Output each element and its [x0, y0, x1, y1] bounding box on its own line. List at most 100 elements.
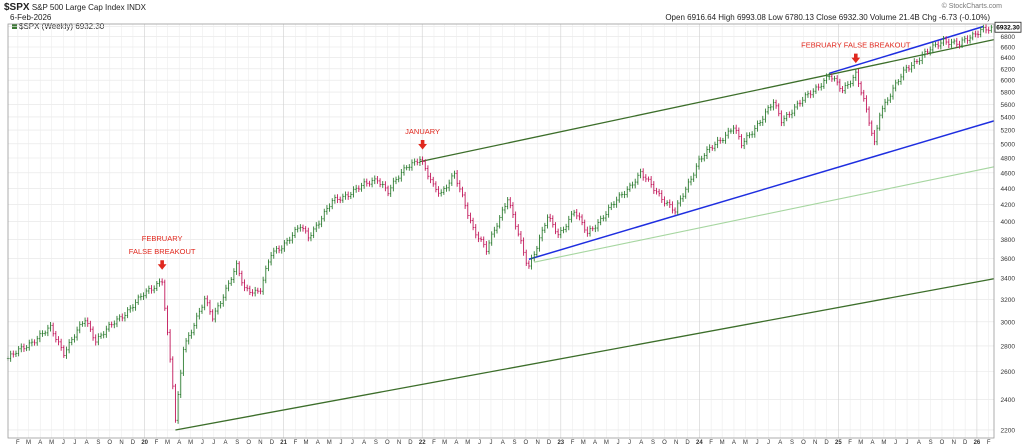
- ohlc-bar: [780, 110, 783, 127]
- ohlc-bar: [490, 231, 493, 246]
- ohlc-bar: [325, 205, 329, 215]
- y-tick-label: 4200: [1001, 202, 1016, 209]
- ohlc-bar: [711, 145, 714, 151]
- ohlc-bar: [820, 83, 823, 91]
- x-tick-label: J: [62, 440, 65, 446]
- ohlc-bar: [224, 284, 228, 301]
- ohlc-bar: [961, 37, 964, 49]
- ohlc-bar: [493, 226, 496, 238]
- ohlc-bar: [410, 159, 414, 171]
- ohlc-bar: [828, 72, 831, 80]
- trendline: [528, 120, 995, 260]
- ohlc-bar: [676, 200, 679, 216]
- ohlc-bar: [264, 265, 267, 284]
- ohlc-bar: [724, 131, 727, 144]
- y-tick-label: 6600: [1001, 44, 1016, 51]
- ohlc-bar: [852, 74, 855, 87]
- ohlc-bar: [918, 57, 921, 65]
- x-tick-label: M: [304, 440, 309, 446]
- ohlc-bar: [517, 224, 520, 237]
- ohlc-bar: [315, 222, 318, 233]
- ohlc-bar: [405, 165, 408, 171]
- x-tick-label: N: [674, 440, 678, 446]
- ohlc-bar: [976, 30, 980, 38]
- ohlc-bar: [838, 78, 841, 92]
- ohlc-bar: [881, 105, 884, 119]
- x-tick-label: M: [327, 440, 332, 446]
- ohlc-bar: [373, 175, 376, 185]
- ohlc-bar: [798, 99, 802, 107]
- ohlc-bar: [139, 293, 142, 301]
- ohlc-bar: [849, 80, 852, 88]
- x-tick-label: O: [801, 440, 806, 446]
- ohlc-bar: [384, 181, 387, 192]
- ohlc-bar: [259, 288, 262, 295]
- ohlc-bar: [703, 153, 706, 162]
- chart-header-left: $SPX S&P 500 Large Cap Index INDX: [4, 2, 146, 13]
- ohlc-bar: [89, 320, 92, 332]
- ohlc-bar: [968, 34, 972, 44]
- ohlc-bar: [402, 164, 406, 176]
- x-tick-label: 25: [835, 440, 842, 446]
- y-tick-label: 3000: [1001, 319, 1016, 326]
- x-tick-label: M: [465, 440, 470, 446]
- ohlc-bar: [533, 251, 536, 262]
- x-tick-label: M: [743, 440, 748, 446]
- x-tick-label: A: [454, 440, 458, 446]
- ohlc-bar: [875, 124, 879, 146]
- ohlc-bar: [150, 285, 153, 294]
- ohlc-bar: [179, 369, 182, 399]
- ohlc-bar: [753, 125, 756, 138]
- ohlc-bar: [955, 37, 958, 48]
- x-tick-label: A: [593, 440, 597, 446]
- ohlc-bar: [317, 220, 321, 229]
- ohlc-bar: [487, 240, 491, 255]
- ohlc-bar: [721, 137, 725, 144]
- ohlc-bar: [607, 204, 610, 218]
- ohlc-bar: [945, 36, 948, 45]
- ohlc-bar: [142, 292, 145, 300]
- ohlc-bar: [182, 346, 185, 376]
- ohlc-bar: [30, 338, 34, 347]
- ohlc-bar: [860, 81, 863, 96]
- ohlc-bar: [62, 345, 65, 358]
- x-tick-label: M: [188, 440, 193, 446]
- ohlc-bar: [296, 225, 299, 233]
- x-tick-label: N: [813, 440, 817, 446]
- ohlc-bar: [277, 245, 281, 254]
- ohlc-bar: [503, 202, 507, 214]
- ohlc-bar: [623, 190, 626, 199]
- ohlc-bar: [123, 311, 127, 322]
- ohlc-bar: [761, 115, 764, 126]
- ohlc-bar: [426, 165, 430, 180]
- x-tick-label: M: [881, 440, 886, 446]
- ohlc-bar: [673, 207, 677, 215]
- ohlc-bar: [681, 193, 685, 202]
- ohlc-bar: [559, 227, 562, 239]
- x-tick-label: J: [628, 440, 631, 446]
- ohlc-bar: [275, 245, 278, 254]
- ohlc-readout: Open 6916.64 High 6993.08 Low 6780.13 Cl…: [665, 13, 990, 22]
- ohlc-bar: [52, 322, 55, 337]
- x-tick-label: S: [235, 440, 239, 446]
- ohlc-bar: [60, 338, 63, 351]
- x-tick-label: N: [119, 440, 123, 446]
- ohlc-bar: [639, 168, 642, 179]
- ohlc-bar: [365, 178, 368, 187]
- ohlc-bar: [905, 64, 908, 73]
- ohlc-bar: [464, 191, 467, 209]
- ohlc-bar: [652, 181, 655, 194]
- ohlc-bar: [328, 203, 331, 212]
- x-tick-label: A: [316, 440, 320, 446]
- ohlc-bar: [20, 343, 23, 353]
- x-tick-label: F: [848, 440, 852, 446]
- ohlc-bar: [583, 219, 586, 233]
- ohlc-bar: [519, 230, 523, 244]
- ohlc-bar: [171, 356, 174, 390]
- ohlc-bar: [458, 180, 461, 193]
- ohlc-bar: [363, 178, 366, 189]
- ohlc-bar: [12, 350, 15, 358]
- ohlc-bar: [78, 321, 81, 334]
- ohlc-bar: [235, 260, 238, 275]
- ohlc-bar: [280, 245, 283, 254]
